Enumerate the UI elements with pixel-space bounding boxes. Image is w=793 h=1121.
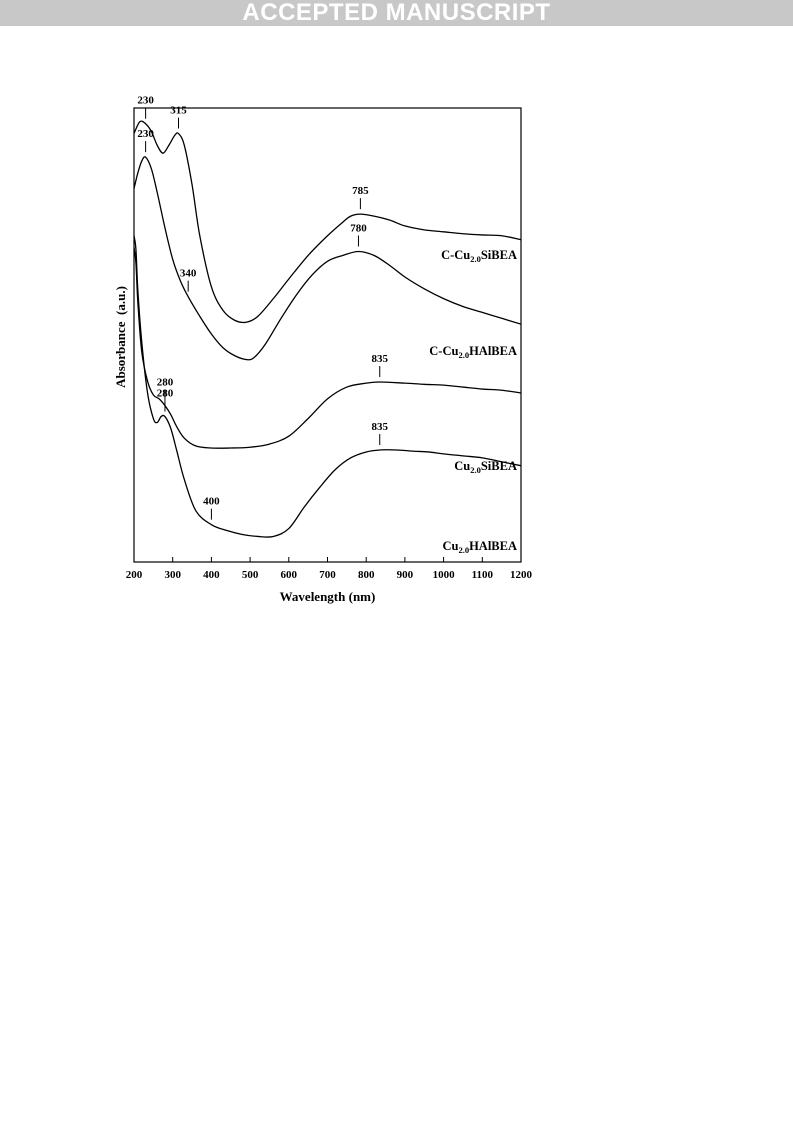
peak-label-10: 835 [371,421,388,433]
x-tick-label-9: 1100 [472,569,494,581]
series-labels: C-Cu2.0SiBEA C-Cu2.0HAlBEA Cu2.0SiBEA Cu2.0… [429,248,517,555]
series-label-0: C-Cu2.0SiBEA [441,248,517,264]
x-tick-label-4: 600 [281,569,298,581]
series-label-3: Cu2.0HAlBEA [442,539,517,555]
peak-label-4: 340 [180,268,197,280]
peak-label-9: 400 [203,496,220,508]
peak-annotations: 230 315 785 230 340 780 280 835 280 400 835 [137,95,388,520]
x-tick-label-3: 500 [242,569,259,581]
series-label-2: Cu2.0SiBEA [454,459,517,475]
series-line-2 [134,247,521,449]
series-line-0 [134,120,521,324]
peak-label-1: 315 [170,105,187,117]
plot-lines [134,120,521,538]
x-tick-label-6: 800 [358,569,375,581]
x-tick-label-8: 1000 [433,569,456,581]
x-tick-label-0: 200 [126,569,143,581]
x-tick-label-2: 400 [203,569,220,581]
peak-label-6: 280 [157,377,174,389]
x-tick-label-10: 1200 [510,569,533,581]
plot-frame [133,107,522,563]
series-line-3 [134,235,521,538]
peak-label-8: 280 [157,388,174,400]
x-tick-label-5: 700 [319,569,336,581]
y-axis-title: Absorbance (a.u.) [113,286,128,388]
series-label-1: C-Cu2.0HAlBEA [429,344,517,360]
peak-label-2: 785 [352,185,369,197]
series-line-1 [134,156,521,361]
peak-label-7: 835 [371,353,388,365]
x-axis-ticks: 200 300 400 500 600 700 800 900 1000 1100 1200 [126,557,533,581]
x-tick-label-1: 300 [164,569,181,581]
x-axis-title: Wavelength (nm) [280,589,376,604]
peak-label-5: 780 [350,222,367,234]
peak-label-0: 230 [137,95,154,107]
accepted-manuscript-banner: ACCEPTED MANUSCRIPT [0,0,793,26]
x-tick-label-7: 900 [397,569,414,581]
peak-label-3: 230 [137,128,154,140]
